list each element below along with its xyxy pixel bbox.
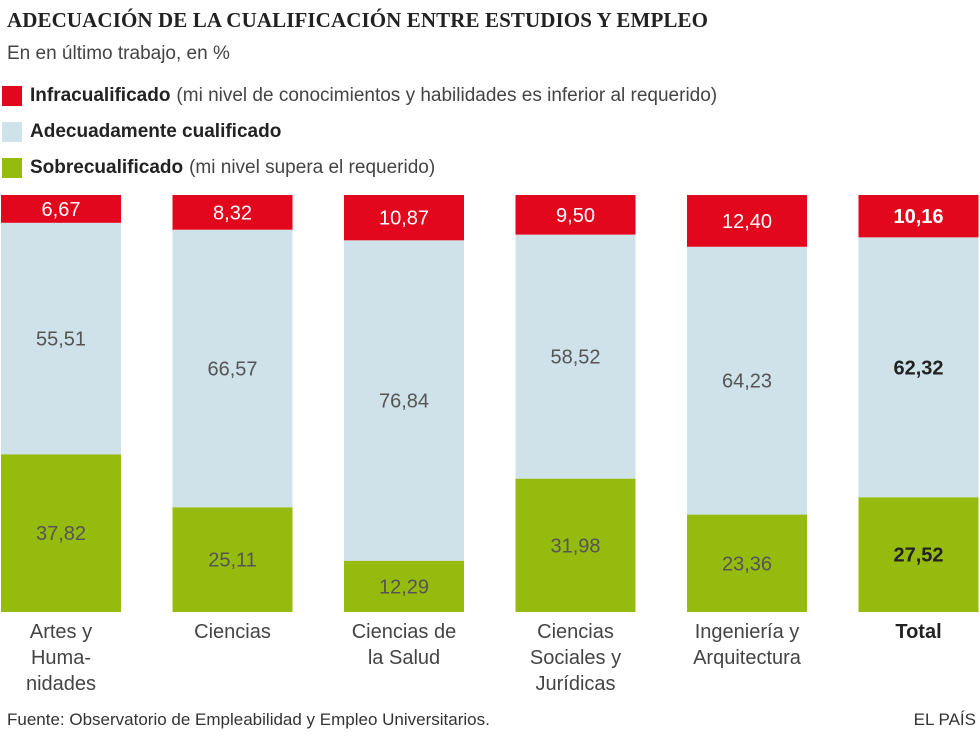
category-label: Ciencias — [537, 621, 614, 643]
data-label-infracualificado: 9,50 — [556, 205, 595, 227]
legend-item-sobrecualificado: Sobrecualificado (mi nivel supera el req… — [0, 150, 717, 186]
data-label-sobrecualificado: 27,52 — [893, 545, 943, 567]
data-label-infracualificado: 12,40 — [722, 211, 772, 233]
bar-segment-sobrecualificado — [515, 478, 636, 612]
category-label: Huma- — [31, 647, 91, 669]
legend-swatch-sobrecualificado — [2, 158, 22, 178]
data-label-adecuadamente-cualificado: 64,23 — [722, 371, 772, 393]
data-label-infracualificado: 8,32 — [213, 202, 252, 224]
category-label: Ciencias de — [352, 621, 457, 643]
data-label-infracualificado: 6,67 — [42, 199, 81, 221]
legend-item-infracualificado: Infracualificado (mi nivel de conocimien… — [0, 78, 717, 114]
category-label: Total — [895, 621, 941, 643]
data-label-adecuadamente-cualificado: 66,57 — [207, 358, 257, 380]
category-label: la Salud — [368, 647, 440, 669]
stacked-bar-chart: 37,82 55,51 6,67 Artes y Huma-nidades 25,11 66… — [1, 195, 979, 695]
data-label-adecuadamente-cualificado: 55,51 — [36, 329, 86, 351]
data-label-adecuadamente-cualificado: 58,52 — [550, 347, 600, 369]
bar-segment-infracualificado — [687, 195, 807, 247]
chart-subtitle: En en último trabajo, en % — [7, 43, 230, 64]
publisher-credit: EL PAÍS — [913, 710, 976, 729]
bar-segment-sobrecualificado — [172, 507, 293, 612]
category-label: Sociales y — [530, 647, 621, 669]
bar-segment-sobrecualificado — [1, 454, 121, 612]
bar-segment-adecuadamente-cualificado — [1, 222, 121, 455]
bar-segment-infracualificado — [515, 195, 636, 235]
data-label-sobrecualificado: 31,98 — [550, 535, 600, 557]
bar-segment-sobrecualificado — [687, 514, 807, 612]
category-label: Ingeniería y — [695, 621, 800, 643]
bar-segment-adecuadamente-cualificado — [687, 246, 807, 515]
bar-segment-infracualificado — [1, 195, 121, 223]
legend-label: Sobrecualificado — [30, 157, 184, 178]
legend-swatch-infracualificado — [2, 86, 22, 106]
category-label: Arquitectura — [693, 647, 802, 669]
bar-segment-sobrecualificado — [858, 497, 979, 612]
data-label-sobrecualificado: 12,29 — [379, 576, 429, 598]
legend: Infracualificado (mi nivel de conocimien… — [0, 78, 717, 186]
bar-segment-adecuadamente-cualificado — [344, 240, 464, 561]
data-label-sobrecualificado: 23,36 — [722, 553, 772, 575]
data-label-sobrecualificado: 25,11 — [208, 550, 257, 572]
legend-swatch-adecuadamente-cualificado — [2, 122, 22, 142]
legend-description: (mi nivel de conocimientos y habilidades… — [176, 85, 718, 106]
category-label: Jurídicas — [535, 673, 615, 695]
bar-segment-infracualificado — [344, 195, 464, 241]
legend-description: (mi nivel supera el requerido) — [189, 157, 436, 178]
chart-title: ADECUACIÓN DE LA CUALIFICACIÓN ENTRE EST… — [7, 8, 709, 32]
bar-segment-adecuadamente-cualificado — [172, 229, 293, 508]
category-label: nidades — [26, 673, 96, 695]
data-label-adecuadamente-cualificado: 62,32 — [893, 357, 943, 379]
legend-item-adecuadamente-cualificado: Adecuadamente cualificado — [0, 114, 717, 150]
legend-label: Adecuadamente cualificado — [30, 121, 282, 142]
bar-segment-infracualificado — [858, 195, 979, 238]
data-label-infracualificado: 10,87 — [379, 208, 429, 230]
data-label-infracualificado: 10,16 — [893, 206, 943, 228]
bar-segment-sobrecualificado — [344, 560, 464, 612]
source-note: Fuente: Observatorio de Empleabilidad y … — [7, 710, 490, 729]
category-label: Artes y — [30, 621, 92, 643]
data-label-adecuadamente-cualificado: 76,84 — [379, 391, 429, 413]
category-label: Ciencias — [194, 621, 271, 643]
bar-segment-adecuadamente-cualificado — [858, 237, 979, 498]
bar-segment-infracualificado — [172, 195, 293, 230]
bar-segment-adecuadamente-cualificado — [515, 234, 636, 479]
legend-label: Infracualificado — [30, 85, 171, 106]
data-label-sobrecualificado: 37,82 — [36, 523, 86, 545]
